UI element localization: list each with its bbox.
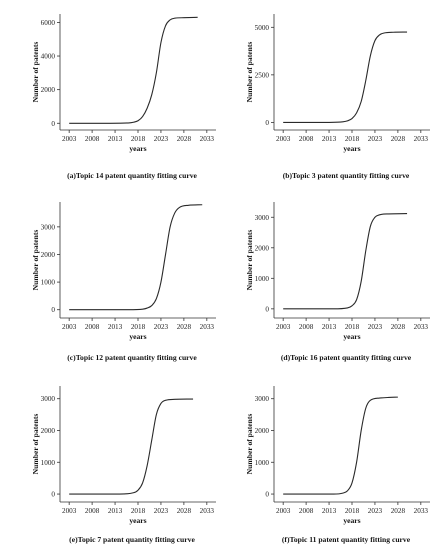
fitting-curve-line bbox=[69, 204, 203, 311]
y-axis-title: Number of patents bbox=[245, 230, 254, 291]
fitting-curve-line bbox=[283, 31, 408, 123]
x-axis-title: years bbox=[129, 516, 146, 525]
y-tick-label: 0 bbox=[51, 491, 55, 499]
y-tick-label: 2500 bbox=[255, 71, 270, 79]
y-tick-label: 1000 bbox=[255, 275, 270, 283]
x-tick-label: 2008 bbox=[299, 323, 314, 331]
chart-panel-3: 0 1000 2000 3000 2003 2008 2013 2018 2023 2028 203… bbox=[31, 202, 216, 362]
x-tick-label: 2033 bbox=[200, 323, 215, 331]
x-tick-label: 2003 bbox=[62, 507, 77, 515]
y-tick-label: 2000 bbox=[41, 427, 56, 435]
chart-panel-5: 0 1000 2000 3000 2003 2008 2013 2018 2023 2028 203… bbox=[31, 386, 216, 544]
x-tick-label: 2018 bbox=[131, 135, 146, 143]
x-axis-title: years bbox=[343, 332, 360, 341]
y-tick-label: 2000 bbox=[41, 251, 56, 259]
fitting-curve-line bbox=[283, 213, 408, 310]
x-tick-label: 2013 bbox=[108, 507, 123, 515]
fitting-curve-line bbox=[69, 398, 194, 495]
x-tick-label: 2028 bbox=[177, 507, 192, 515]
x-tick-label: 2028 bbox=[177, 135, 192, 143]
x-axis-title: years bbox=[343, 516, 360, 525]
chart-panel-2: 0 2500 5000 2003 2008 2013 2018 2023 2028 2033 yea… bbox=[245, 14, 430, 180]
x-tick-label: 2033 bbox=[414, 323, 429, 331]
x-axis-title: years bbox=[129, 144, 146, 153]
x-tick-label: 2003 bbox=[276, 323, 291, 331]
y-axis-title: Number of patents bbox=[31, 414, 40, 475]
x-tick-label: 2003 bbox=[276, 507, 291, 515]
x-tick-label: 2013 bbox=[108, 323, 123, 331]
x-tick-label: 2023 bbox=[368, 323, 383, 331]
x-tick-label: 2008 bbox=[85, 135, 100, 143]
y-tick-label: 5000 bbox=[255, 24, 270, 32]
x-tick-label: 2013 bbox=[108, 135, 123, 143]
x-tick-label: 2013 bbox=[322, 507, 337, 515]
x-tick-label: 2023 bbox=[368, 507, 383, 515]
x-tick-label: 2008 bbox=[85, 323, 100, 331]
y-tick-label: 0 bbox=[265, 119, 269, 127]
x-tick-label: 2023 bbox=[154, 507, 169, 515]
x-tick-label: 2003 bbox=[62, 135, 77, 143]
x-tick-label: 2023 bbox=[154, 135, 169, 143]
x-tick-label: 2008 bbox=[299, 507, 314, 515]
panel-caption: (e)Topic 7 patent quantity fitting curve bbox=[69, 535, 195, 544]
x-tick-label: 2023 bbox=[368, 135, 383, 143]
x-tick-label: 2013 bbox=[322, 323, 337, 331]
y-axis-title: Number of patents bbox=[245, 414, 254, 475]
y-tick-label: 3000 bbox=[255, 395, 270, 403]
x-tick-label: 2008 bbox=[85, 507, 100, 515]
x-tick-label: 2018 bbox=[345, 323, 360, 331]
y-tick-label: 0 bbox=[265, 305, 269, 313]
y-tick-label: 3000 bbox=[255, 214, 270, 222]
panel-caption: (b)Topic 3 patent quantity fitting curve bbox=[283, 171, 410, 180]
y-tick-label: 4000 bbox=[41, 53, 56, 61]
x-tick-label: 2028 bbox=[177, 323, 192, 331]
y-tick-label: 2000 bbox=[41, 86, 56, 94]
y-axis-title: Number of patents bbox=[245, 42, 254, 103]
y-tick-label: 3000 bbox=[41, 395, 56, 403]
x-tick-label: 2028 bbox=[391, 507, 406, 515]
x-tick-label: 2003 bbox=[62, 323, 77, 331]
fitting-curve-line bbox=[69, 16, 198, 124]
x-tick-label: 2023 bbox=[154, 323, 169, 331]
x-tick-label: 2033 bbox=[200, 507, 215, 515]
panel-caption: (f)Topic 11 patent quantity fitting curv… bbox=[282, 535, 411, 544]
y-tick-label: 0 bbox=[51, 120, 55, 128]
x-tick-label: 2033 bbox=[414, 135, 429, 143]
x-tick-label: 2018 bbox=[131, 323, 146, 331]
x-tick-label: 2018 bbox=[345, 135, 360, 143]
y-tick-label: 3000 bbox=[41, 223, 56, 231]
x-tick-label: 2028 bbox=[391, 323, 406, 331]
y-tick-label: 2000 bbox=[255, 244, 270, 252]
panel-caption: (c)Topic 12 patent quantity fitting curv… bbox=[67, 353, 197, 362]
x-tick-label: 2018 bbox=[131, 507, 146, 515]
y-axis-title: Number of patents bbox=[31, 230, 40, 291]
x-axis-title: years bbox=[129, 332, 146, 341]
x-tick-label: 2008 bbox=[299, 135, 314, 143]
y-tick-label: 1000 bbox=[255, 459, 270, 467]
chart-panel-1: 0 2000 4000 6000 2003 2008 2013 2018 2023 2028 203… bbox=[31, 14, 216, 180]
y-tick-label: 0 bbox=[51, 306, 55, 314]
y-tick-label: 0 bbox=[265, 491, 269, 499]
y-tick-label: 6000 bbox=[41, 19, 56, 27]
x-axis-title: years bbox=[343, 144, 360, 153]
y-axis-title: Number of patents bbox=[31, 42, 40, 103]
x-tick-label: 2033 bbox=[414, 507, 429, 515]
y-tick-label: 2000 bbox=[255, 427, 270, 435]
y-tick-label: 1000 bbox=[41, 279, 56, 287]
y-tick-label: 1000 bbox=[41, 459, 56, 467]
chart-panel-4: 0 1000 2000 3000 2003 2008 2013 2018 2023 2028 203… bbox=[245, 202, 430, 362]
x-tick-label: 2018 bbox=[345, 507, 360, 515]
x-tick-label: 2003 bbox=[276, 135, 291, 143]
x-tick-label: 2033 bbox=[200, 135, 215, 143]
fitting-curve-line bbox=[283, 396, 398, 495]
chart-panel-6: 0 1000 2000 3000 2003 2008 2013 2018 2023 2028 203… bbox=[245, 386, 430, 544]
x-tick-label: 2028 bbox=[391, 135, 406, 143]
panel-caption: (a)Topic 14 patent quantity fitting curv… bbox=[67, 171, 197, 180]
x-tick-label: 2013 bbox=[322, 135, 337, 143]
panel-caption: (d)Topic 16 patent quantity fitting curv… bbox=[281, 353, 412, 362]
